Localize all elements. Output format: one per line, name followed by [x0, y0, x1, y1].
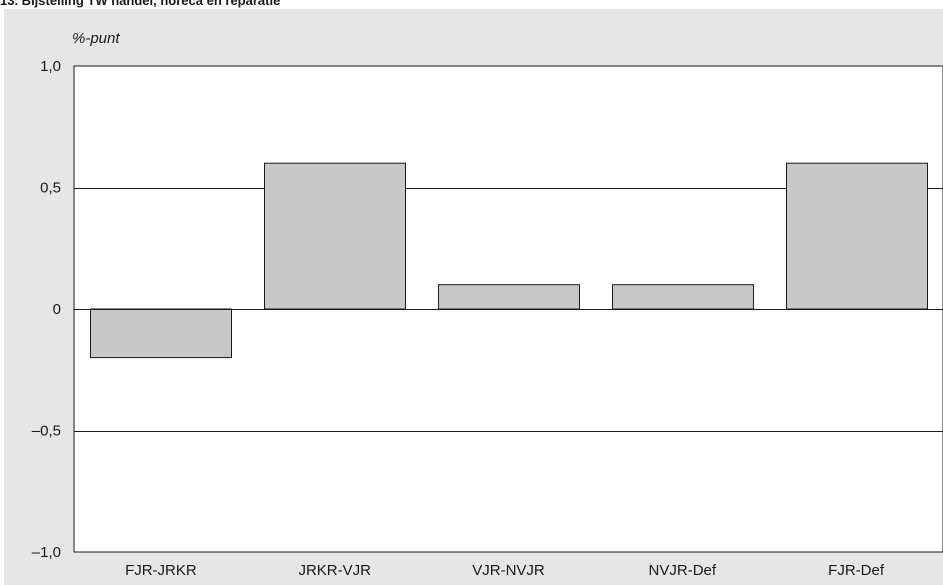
bars [90, 162, 928, 359]
y-tick-label: 0,5 [40, 180, 61, 197]
bar-jrkr-vjr [264, 162, 406, 310]
bar-vjr-nvjr [438, 284, 580, 310]
x-tick-label: FJR-JRKR [125, 562, 197, 579]
y-tick-labels: –1,0 –0,5 0 0,5 1,0 [32, 58, 61, 561]
y-tick-label: –1,0 [32, 544, 61, 561]
x-tick-label: FJR-Def [828, 562, 885, 579]
bar-fjr-def [786, 162, 928, 310]
x-tick-labels: FJR-JRKR JRKR-VJR VJR-NVJR NVJR-Def FJR-Def [125, 562, 885, 579]
y-tick-label: 0 [53, 301, 61, 318]
chart-title: 13. Bijstelling TW handel, horeca en rep… [0, 0, 281, 8]
x-tick-label: NVJR-Def [649, 562, 717, 579]
y-axis-label: %-punt [72, 30, 120, 47]
y-tick-label: 1,0 [40, 58, 61, 75]
bar-nvjr-def [612, 284, 754, 310]
x-tick-label: VJR-NVJR [472, 562, 545, 579]
x-tick-label: JRKR-VJR [298, 562, 371, 579]
bar-fjr-jrkr [90, 308, 232, 359]
y-tick-label: –0,5 [32, 423, 61, 440]
